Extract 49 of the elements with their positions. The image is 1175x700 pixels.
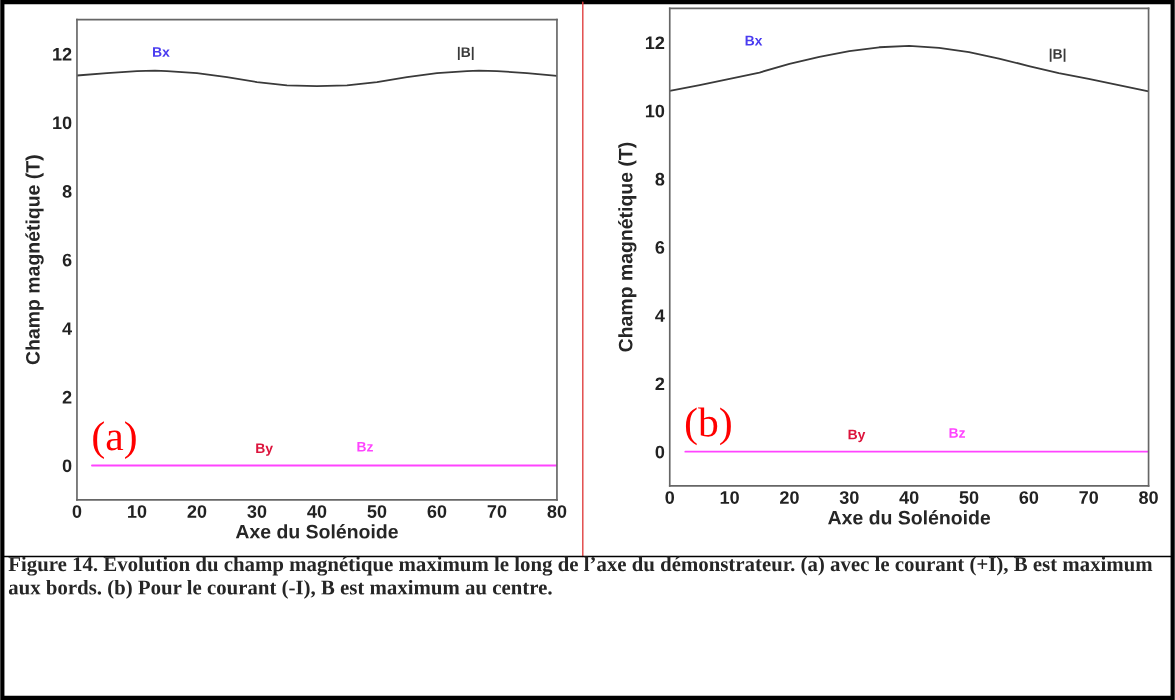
x-tick-label: 0 <box>665 491 675 504</box>
y-tick-label: 0 <box>62 459 72 473</box>
y-tick-label: 4 <box>62 322 73 335</box>
y-tick-label: 8 <box>62 185 72 198</box>
x-tick-label: 0 <box>72 505 82 518</box>
x-tick-label: 80 <box>1139 491 1158 504</box>
y-tick-label: 12 <box>53 47 72 61</box>
x-axis-title: Axe du Solénoide <box>235 524 398 539</box>
caption: Figure 14. Evolution du champ magnétique maximum le long de l’axe du démonstrateur. (a) avec le courant (+I), B est maximum aux bords. (b) Pour le courant (-I), B est maximum au centre. <box>8 556 1153 599</box>
y-tick-label: 0 <box>655 445 665 459</box>
series-label: |B| <box>1049 48 1066 62</box>
y-tick-label: 10 <box>645 104 665 118</box>
series-label: Bz <box>357 441 373 452</box>
y-tick-label: 6 <box>62 253 72 267</box>
x-tick-label: 30 <box>247 505 267 518</box>
x-tick-label: 70 <box>1079 491 1099 504</box>
y-axis-title: Champ magnétique (T) <box>618 142 637 352</box>
y-tick-label: 6 <box>655 241 665 254</box>
annotation: Bx <box>153 47 170 57</box>
x-tick-label: 30 <box>839 491 859 504</box>
x-tick-label: 10 <box>128 505 147 518</box>
y-tick-label: 4 <box>655 309 665 322</box>
series-label: Bz <box>949 428 966 438</box>
y-tick-label: 2 <box>62 390 72 404</box>
x-tick-label: 50 <box>367 505 387 518</box>
line-series <box>76 69 557 88</box>
series-label: |B| <box>457 46 474 61</box>
x-tick-label: 50 <box>959 491 979 504</box>
x-tick-label: 80 <box>547 505 567 518</box>
x-tick-label: 10 <box>720 491 739 504</box>
annotation: By <box>256 443 273 456</box>
annotation: Bx <box>745 35 763 46</box>
annotation: By <box>848 429 866 443</box>
line-series <box>669 45 1149 93</box>
x-tick-label: 20 <box>187 505 207 518</box>
y-tick-label: 2 <box>655 377 665 391</box>
y-tick-label: 10 <box>53 116 72 130</box>
x-tick-label: 70 <box>487 505 507 518</box>
y-axis-title: Champ magnétique (T) <box>25 155 44 365</box>
x-tick-label: 60 <box>1019 491 1039 504</box>
x-tick-label: 20 <box>780 491 799 504</box>
y-tick-label: 8 <box>655 172 665 186</box>
annotation: (b) <box>685 407 731 446</box>
y-tick-label: 12 <box>645 36 665 50</box>
x-tick-label: 40 <box>307 505 327 518</box>
x-tick-label: 40 <box>899 491 919 504</box>
annotation: (a) <box>93 421 136 459</box>
x-axis-title: Axe du Solénoide <box>828 510 991 525</box>
x-tick-label: 60 <box>427 505 447 518</box>
